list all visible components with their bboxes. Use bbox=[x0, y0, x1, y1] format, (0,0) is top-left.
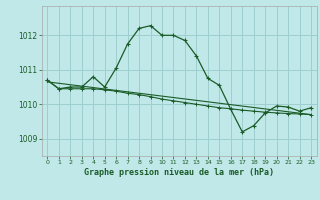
X-axis label: Graphe pression niveau de la mer (hPa): Graphe pression niveau de la mer (hPa) bbox=[84, 168, 274, 177]
